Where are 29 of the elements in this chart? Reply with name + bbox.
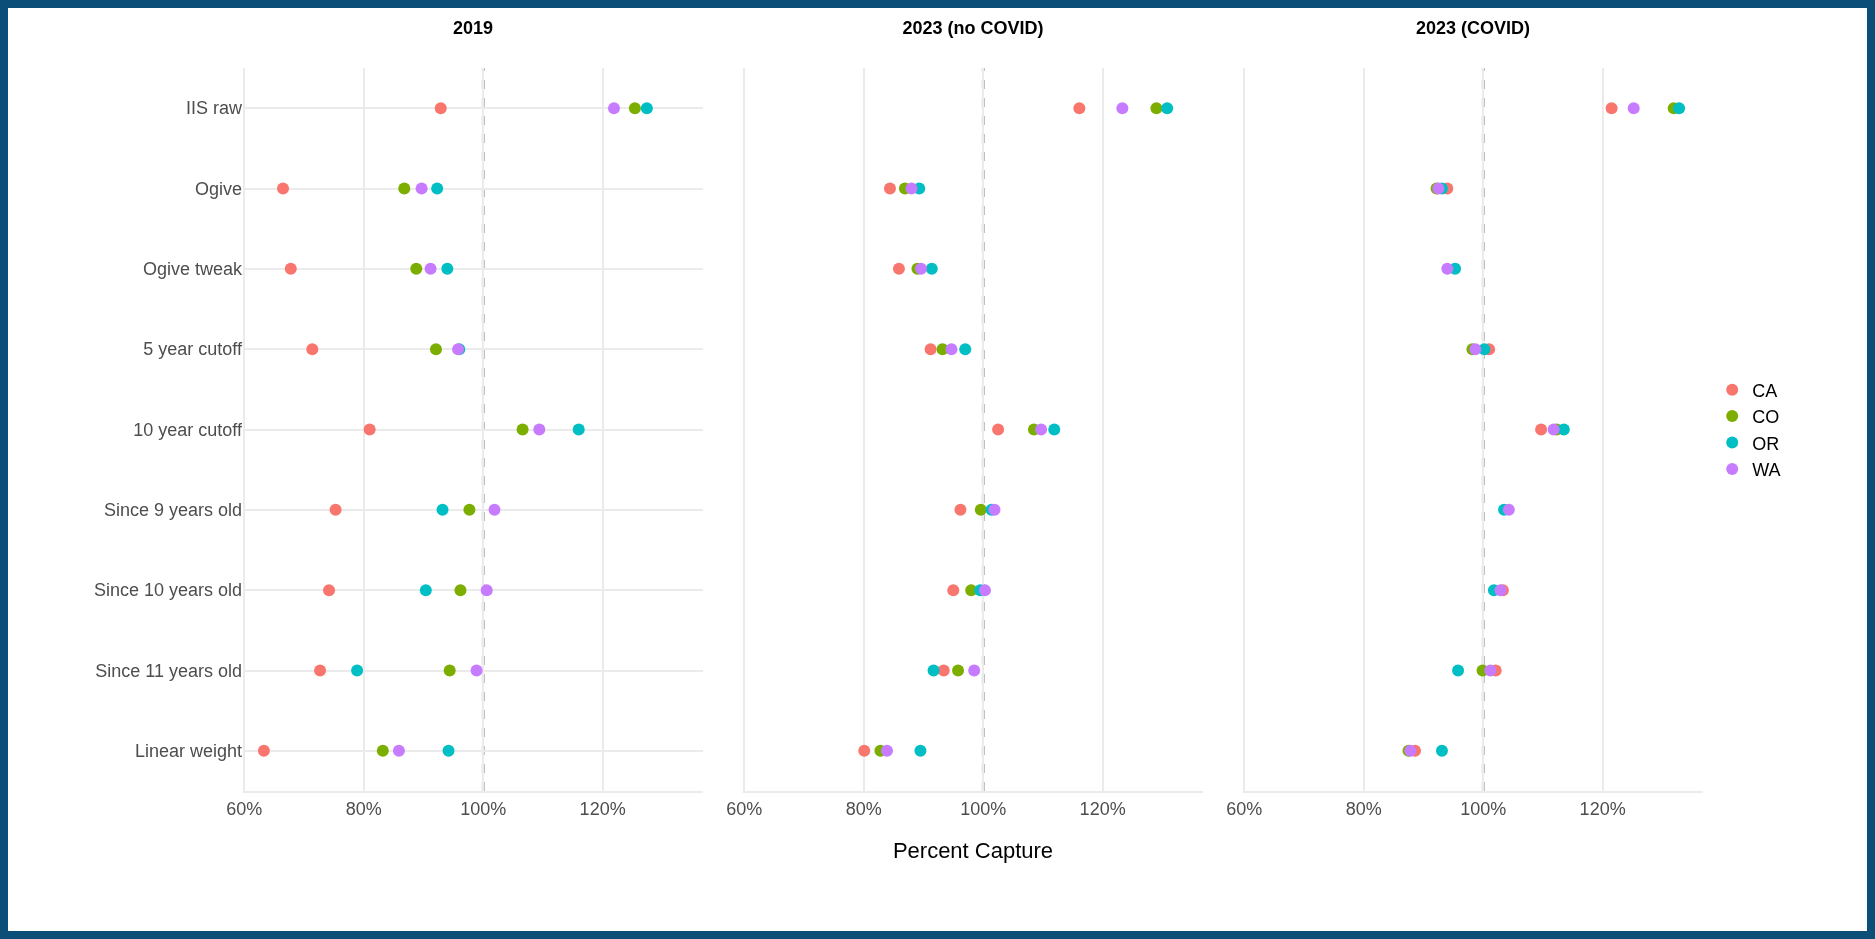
x-tick-label: 80% [1345, 798, 1382, 819]
chart-title: 2019 [452, 18, 494, 39]
legend-label: CO [1752, 407, 1780, 428]
y-tick-label: 10 year cutoff [133, 419, 243, 440]
x-tick-label: 60% [726, 798, 763, 819]
y-tick-label: 5 year cutoff [143, 339, 243, 360]
x-axis-title: Percent Capture [892, 838, 1054, 863]
y-tick-label: IIS raw [185, 98, 243, 119]
legend-label: WA [1752, 459, 1781, 480]
x-tick-label: 60% [1226, 798, 1263, 819]
x-tick-label: 60% [226, 798, 263, 819]
x-tick-label: 120% [1079, 798, 1126, 819]
legend-label: OR [1752, 433, 1780, 454]
x-tick-label: 120% [579, 798, 626, 819]
y-tick-label: Ogive [194, 178, 242, 199]
x-tick-label: 80% [345, 798, 382, 819]
legend-label: CA [1752, 380, 1778, 401]
y-tick-label: Since 10 years old [93, 580, 242, 601]
x-tick-label: 100% [960, 798, 1007, 819]
x-tick-label: 100% [1460, 798, 1507, 819]
x-tick-label: 120% [1579, 798, 1626, 819]
chart-title: 2023 (COVID) [1415, 18, 1531, 39]
y-tick-label: Since 9 years old [103, 500, 242, 521]
chart-title: 2023 (no COVID) [902, 18, 1044, 39]
y-tick-label: Ogive tweak [142, 259, 243, 280]
x-tick-label: 100% [460, 798, 507, 819]
y-tick-label: Linear weight [134, 741, 242, 762]
y-tick-label: Since 11 years old [95, 660, 242, 681]
x-tick-label: 80% [845, 798, 882, 819]
